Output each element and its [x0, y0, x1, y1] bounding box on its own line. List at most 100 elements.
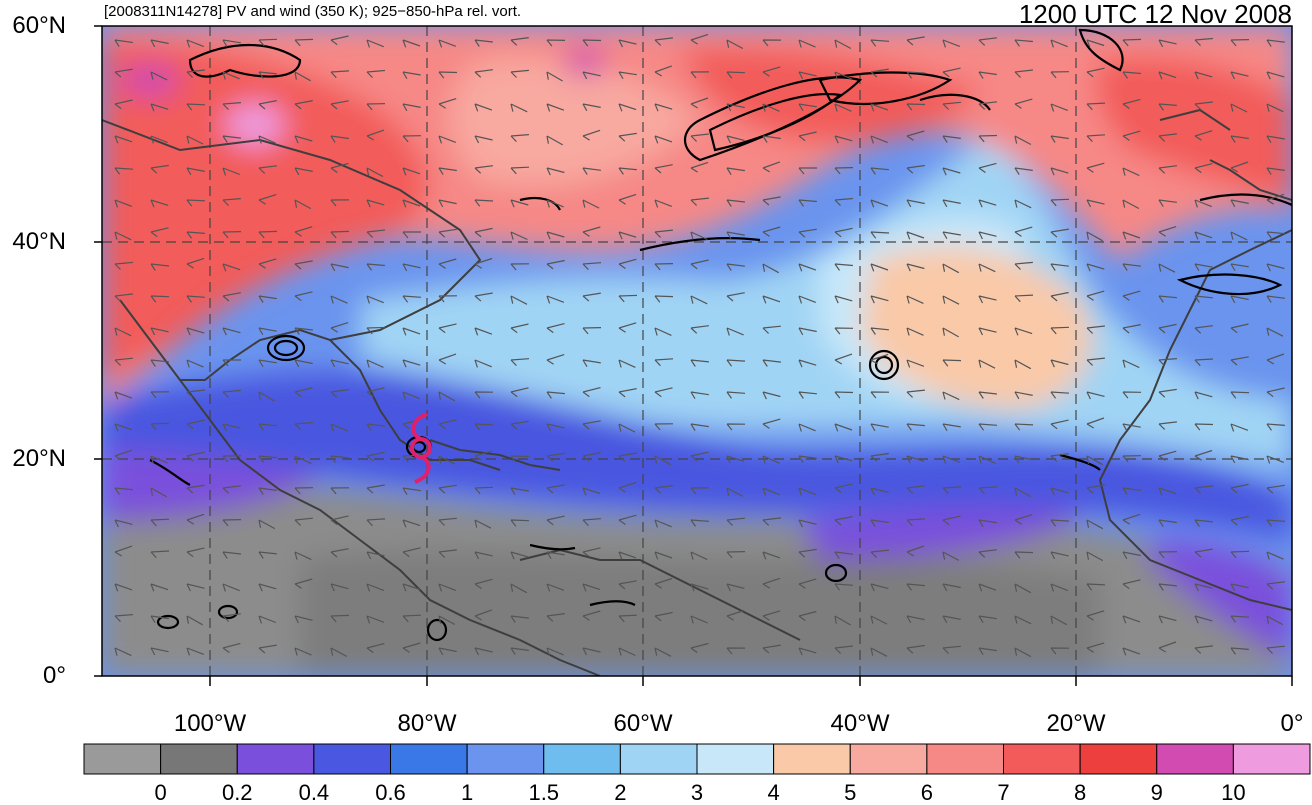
- wind-barb: [1086, 263, 1105, 272]
- wind-barb: [870, 68, 889, 78]
- wind-barb: [1230, 423, 1249, 432]
- wind-barb: [654, 164, 673, 174]
- wind-barb: [762, 551, 781, 560]
- wind-barb: [1266, 581, 1285, 590]
- wind-barb: [1266, 353, 1285, 365]
- wind-barb: [546, 613, 565, 622]
- wind-barb: [474, 609, 493, 621]
- wind-barb: [546, 391, 565, 399]
- wind-barb: [330, 322, 349, 333]
- wind-barb: [762, 487, 780, 496]
- wind-barb: [906, 36, 925, 46]
- wind-barb: [186, 199, 206, 207]
- wind-barb: [330, 263, 349, 272]
- wind-barb: [1230, 135, 1249, 143]
- wind-barb: [114, 68, 133, 78]
- wind-barb: [654, 327, 672, 336]
- wind-barb: [1050, 583, 1069, 592]
- wind-barb: [1266, 551, 1284, 560]
- wind-barb: [1194, 199, 1212, 208]
- colorbar: [83, 743, 1311, 775]
- wind-barb: [510, 37, 529, 46]
- wind-barb: [438, 484, 457, 494]
- wind-barb: [618, 359, 636, 368]
- wind-barb: [1086, 199, 1105, 208]
- wind-barb: [546, 515, 565, 526]
- wind-barb: [1014, 583, 1032, 594]
- wind-barb: [258, 38, 278, 47]
- wind-barb: [654, 37, 673, 46]
- wind-barb: [690, 197, 709, 206]
- wind-barb: [510, 69, 529, 78]
- wind-barb: [294, 487, 314, 495]
- wind-barb: [834, 391, 854, 399]
- wind-barb: [762, 263, 779, 274]
- wind-barb: [906, 644, 925, 654]
- wind-barb: [942, 135, 961, 143]
- wind-barb: [1050, 487, 1069, 496]
- wind-barb: [1194, 548, 1213, 558]
- wind-barb: [942, 167, 961, 176]
- wind-barb: [978, 162, 997, 173]
- wind-barb: [546, 551, 565, 560]
- wind-barb: [222, 455, 242, 463]
- wind-barb: [582, 226, 601, 237]
- wind-barb: [1194, 295, 1213, 303]
- wind-barb: [258, 487, 277, 495]
- wind-barb: [1050, 198, 1070, 207]
- wind-barb: [978, 199, 997, 208]
- wind-barb: [474, 551, 493, 560]
- wind-barb: [1086, 325, 1105, 334]
- wind-barb: [690, 551, 708, 561]
- wind-barb: [474, 519, 492, 529]
- wind-barb: [726, 583, 745, 592]
- wind-barb: [438, 615, 456, 626]
- wind-barb: [1050, 615, 1067, 626]
- wind-barb: [726, 517, 745, 526]
- wind-barb: [1158, 358, 1177, 367]
- wind-barb: [1122, 263, 1141, 271]
- wind-barb: [150, 647, 169, 656]
- wind-barb: [366, 451, 385, 462]
- wind-barb: [978, 327, 997, 336]
- wind-barb: [1158, 165, 1177, 174]
- wind-barb: [546, 167, 565, 176]
- wind-barb: [150, 227, 169, 238]
- wind-barb: [654, 358, 674, 367]
- wind-barb: [366, 39, 384, 48]
- wind-barb: [870, 167, 889, 175]
- colorbar-tick-label: 7: [997, 780, 1010, 805]
- wind-barb: [150, 199, 169, 208]
- wind-barb: [546, 452, 565, 462]
- wind-barb: [798, 647, 817, 656]
- wind-barb: [258, 519, 276, 530]
- wind-barb: [654, 577, 673, 589]
- wind-barb: [1050, 291, 1069, 302]
- wind-barb: [942, 263, 960, 274]
- wind-barb: [258, 644, 277, 654]
- wind-barb: [1194, 358, 1214, 367]
- wind-barb: [294, 387, 313, 398]
- wind-barb: [1158, 226, 1177, 237]
- wind-barb: [294, 226, 313, 237]
- wind-barb: [546, 354, 565, 365]
- wind-barb: [546, 71, 563, 82]
- wind-barb: [942, 327, 959, 338]
- x-tick-label: 0°: [1280, 710, 1304, 737]
- wind-barb: [942, 455, 961, 464]
- wind-barb: [546, 259, 565, 270]
- wind-barb: [690, 583, 709, 592]
- wind-barb: [150, 455, 168, 464]
- wind-barb: [690, 295, 708, 305]
- wind-barb: [1014, 69, 1033, 78]
- wind-barb: [870, 615, 888, 625]
- wind-barb: [1158, 519, 1177, 527]
- x-tick-label: 60°W: [613, 710, 673, 737]
- wind-barb: [942, 39, 961, 48]
- wind-barb: [186, 135, 204, 145]
- wind-barb: [510, 387, 529, 398]
- wind-barb: [114, 647, 132, 657]
- wind-barb: [726, 455, 745, 464]
- wind-barb: [1122, 615, 1141, 624]
- wind-barb: [1050, 103, 1069, 112]
